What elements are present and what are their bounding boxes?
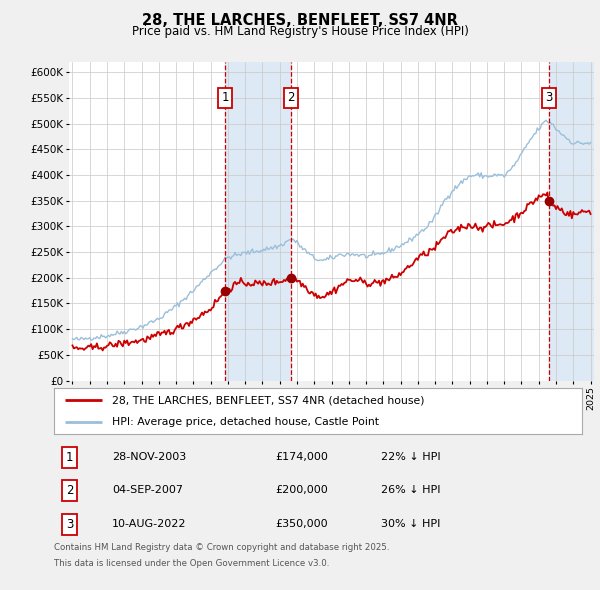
Bar bbox=[549, 62, 594, 381]
Text: 28, THE LARCHES, BENFLEET, SS7 4NR (detached house): 28, THE LARCHES, BENFLEET, SS7 4NR (deta… bbox=[112, 395, 425, 405]
Text: 2: 2 bbox=[287, 91, 295, 104]
Text: Price paid vs. HM Land Registry's House Price Index (HPI): Price paid vs. HM Land Registry's House … bbox=[131, 25, 469, 38]
Text: 3: 3 bbox=[545, 91, 553, 104]
Text: 10-AUG-2022: 10-AUG-2022 bbox=[112, 519, 187, 529]
Text: 22% ↓ HPI: 22% ↓ HPI bbox=[382, 453, 441, 462]
Text: 28-NOV-2003: 28-NOV-2003 bbox=[112, 453, 187, 462]
Text: £350,000: £350,000 bbox=[276, 519, 328, 529]
Text: This data is licensed under the Open Government Licence v3.0.: This data is licensed under the Open Gov… bbox=[54, 559, 329, 568]
Text: 3: 3 bbox=[66, 518, 74, 531]
Text: Contains HM Land Registry data © Crown copyright and database right 2025.: Contains HM Land Registry data © Crown c… bbox=[54, 543, 389, 552]
Bar bbox=[225, 62, 291, 381]
Text: 30% ↓ HPI: 30% ↓ HPI bbox=[382, 519, 441, 529]
Text: £200,000: £200,000 bbox=[276, 486, 329, 495]
Text: 2: 2 bbox=[66, 484, 74, 497]
Text: 1: 1 bbox=[221, 91, 229, 104]
Text: HPI: Average price, detached house, Castle Point: HPI: Average price, detached house, Cast… bbox=[112, 417, 379, 427]
Text: 04-SEP-2007: 04-SEP-2007 bbox=[112, 486, 183, 495]
Text: 1: 1 bbox=[66, 451, 74, 464]
Text: £174,000: £174,000 bbox=[276, 453, 329, 462]
Text: 28, THE LARCHES, BENFLEET, SS7 4NR: 28, THE LARCHES, BENFLEET, SS7 4NR bbox=[142, 13, 458, 28]
Text: 26% ↓ HPI: 26% ↓ HPI bbox=[382, 486, 441, 495]
